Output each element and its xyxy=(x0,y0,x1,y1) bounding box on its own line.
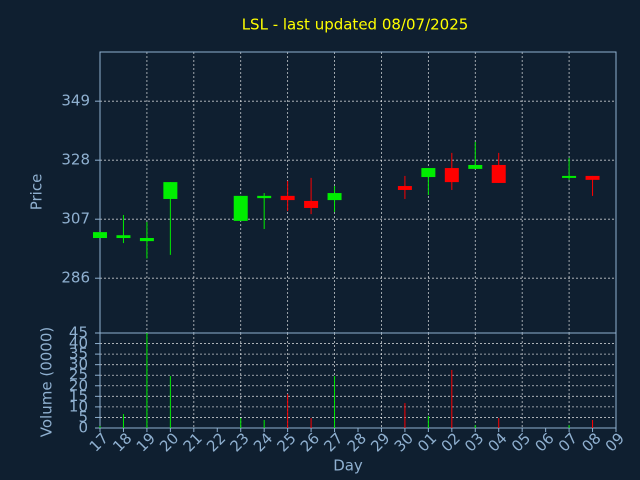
volume-tick-label: 40 xyxy=(69,334,88,352)
candle-body xyxy=(562,175,577,178)
candle-body xyxy=(444,168,459,183)
volume-axis-label: Volume (0000) xyxy=(38,327,56,437)
y-tick-label: 328 xyxy=(61,151,90,169)
volume-tick-label: 25 xyxy=(69,366,88,384)
candle-body xyxy=(116,235,131,239)
volume-tick-label: 15 xyxy=(69,387,88,405)
chart-title: LSL - last updated 08/07/2025 xyxy=(242,16,469,34)
y-tick-label: 286 xyxy=(61,269,90,287)
y-axis-label: Price xyxy=(28,174,46,211)
candle-body xyxy=(468,164,483,169)
volume-tick-label: 0 xyxy=(78,419,88,437)
volume-tick-label: 20 xyxy=(69,376,88,394)
volume-tick-label: 45 xyxy=(69,324,88,342)
y-tick-label: 307 xyxy=(61,210,90,228)
candle-body xyxy=(327,193,342,201)
candle-body xyxy=(139,238,154,242)
x-axis-label: Day xyxy=(333,457,363,475)
candle-body xyxy=(304,200,319,208)
candle-body xyxy=(257,195,272,199)
candle-body xyxy=(491,164,506,183)
candle-body xyxy=(585,175,600,180)
candle-body xyxy=(397,186,412,190)
candle-body xyxy=(233,195,248,221)
candle-body xyxy=(280,195,295,201)
candle-body xyxy=(93,232,107,239)
volume-tick-label: 30 xyxy=(69,355,88,373)
y-tick-label: 349 xyxy=(61,92,90,110)
volume-tick-label: 35 xyxy=(69,345,88,363)
candle-body xyxy=(421,168,436,178)
candle-body xyxy=(163,182,178,199)
volume-tick-label: 5 xyxy=(78,408,88,426)
volume-tick-label: 10 xyxy=(69,397,88,415)
